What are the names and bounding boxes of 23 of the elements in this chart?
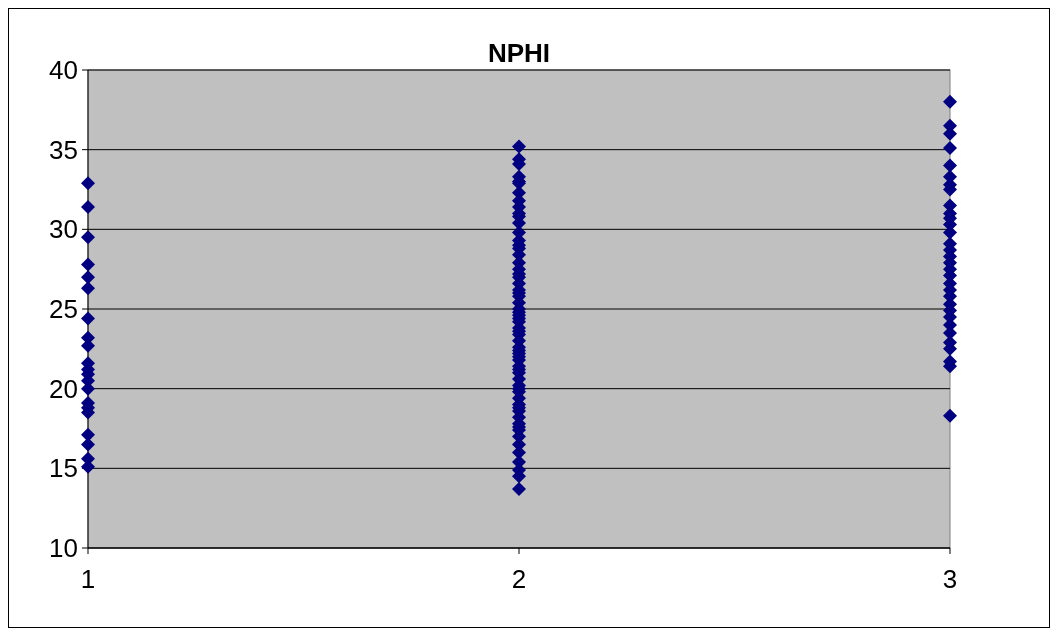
- x-tick-label: 3: [942, 564, 958, 594]
- point: [943, 158, 957, 173]
- point: [81, 311, 95, 326]
- point: [81, 270, 95, 285]
- y-tick-label: 40: [49, 55, 78, 86]
- point: [81, 230, 95, 245]
- y-tick-label: 10: [49, 533, 78, 564]
- x-tick-label: 1: [80, 564, 96, 594]
- point: [81, 281, 95, 296]
- point: [81, 257, 95, 272]
- point: [943, 408, 957, 423]
- point: [81, 437, 95, 452]
- point: [81, 176, 95, 191]
- y-tick-label: 20: [49, 373, 78, 404]
- y-tick-label: 30: [49, 214, 78, 245]
- point: [943, 141, 957, 156]
- y-tick-label: 35: [49, 134, 78, 165]
- x-tick-label: 2: [511, 564, 527, 594]
- point: [81, 200, 95, 215]
- chart-title: NPHI: [487, 38, 551, 68]
- point: [943, 94, 957, 109]
- y-tick-label: 25: [49, 294, 78, 325]
- y-tick-label: 15: [49, 453, 78, 484]
